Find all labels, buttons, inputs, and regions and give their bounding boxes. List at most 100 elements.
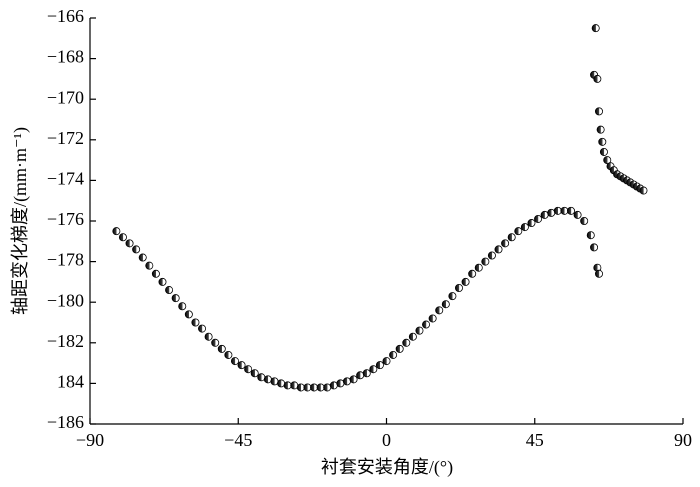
point: [151, 269, 160, 278]
point: [277, 379, 286, 388]
point: [303, 383, 312, 392]
point: [408, 332, 417, 341]
point: [382, 357, 391, 366]
point: [402, 338, 411, 347]
point: [204, 332, 213, 341]
point: [158, 277, 167, 286]
point: [178, 302, 187, 311]
point: [468, 269, 477, 278]
point: [580, 216, 589, 225]
point: [566, 206, 575, 215]
point: [362, 369, 371, 378]
point: [441, 300, 450, 309]
point: [395, 344, 404, 353]
y-tick-label: −176: [47, 209, 84, 229]
point: [145, 261, 154, 270]
point: [349, 375, 358, 384]
point: [639, 186, 648, 195]
point: [211, 338, 220, 347]
point: [118, 233, 127, 242]
y-tick-label: 184: [57, 372, 84, 392]
x-axis-label: 衬套安装角度/(°): [321, 457, 453, 478]
point: [507, 233, 516, 242]
point: [138, 253, 147, 262]
point: [422, 320, 431, 329]
point: [461, 277, 470, 286]
point: [435, 306, 444, 315]
point: [494, 245, 503, 254]
x-tick-label: −45: [224, 430, 252, 450]
y-tick-label: −178: [47, 250, 84, 270]
y-axis-label: 轴距变化梯度/(mm·m⁻¹): [10, 127, 31, 315]
y-tick-label: −170: [47, 87, 84, 107]
point: [534, 214, 543, 223]
point: [573, 210, 582, 219]
point: [481, 257, 490, 266]
point: [586, 231, 595, 240]
point: [603, 156, 612, 165]
point: [474, 263, 483, 272]
point: [594, 269, 603, 278]
y-tick-label: −174: [47, 169, 84, 189]
point: [598, 137, 607, 146]
point: [184, 310, 193, 319]
point: [415, 326, 424, 335]
point: [244, 365, 253, 374]
x-tick-label: 0: [382, 430, 391, 450]
point: [540, 210, 549, 219]
y-tick-label: −180: [47, 290, 84, 310]
point: [514, 227, 523, 236]
point: [454, 283, 463, 292]
point: [217, 344, 226, 353]
point: [191, 318, 200, 327]
point: [547, 208, 556, 217]
point: [596, 125, 605, 134]
y-tick-label: −186: [47, 412, 84, 432]
point: [593, 74, 602, 83]
point: [125, 239, 134, 248]
point: [310, 383, 319, 392]
point: [527, 219, 536, 228]
point: [389, 350, 398, 359]
x-tick-label: 90: [674, 430, 692, 450]
point: [342, 377, 351, 386]
point: [520, 223, 529, 232]
point: [448, 292, 457, 301]
point: [369, 365, 378, 374]
point: [290, 381, 299, 390]
y-tick-label: −168: [47, 47, 84, 67]
point: [560, 206, 569, 215]
point: [283, 381, 292, 390]
point: [270, 377, 279, 386]
point: [590, 243, 599, 252]
point: [599, 147, 608, 156]
y-tick-label: −182: [47, 331, 84, 351]
x-tick-label: 45: [526, 430, 544, 450]
point: [594, 107, 603, 116]
point: [198, 324, 207, 333]
point: [237, 361, 246, 370]
point: [375, 361, 384, 370]
point: [165, 286, 174, 295]
point: [428, 314, 437, 323]
y-tick-label: −166: [47, 6, 84, 26]
x-tick-label: −90: [76, 430, 104, 450]
y-tick-label: −172: [47, 128, 84, 148]
point: [250, 369, 259, 378]
point: [257, 373, 266, 382]
point: [263, 375, 272, 384]
point: [553, 206, 562, 215]
point: [591, 24, 600, 33]
point: [501, 239, 510, 248]
point: [356, 371, 365, 380]
point: [296, 383, 305, 392]
point: [132, 245, 141, 254]
point: [230, 357, 239, 366]
point: [487, 251, 496, 260]
point: [224, 350, 233, 359]
point: [329, 381, 338, 390]
point: [171, 294, 180, 303]
point: [336, 379, 345, 388]
point: [316, 383, 325, 392]
